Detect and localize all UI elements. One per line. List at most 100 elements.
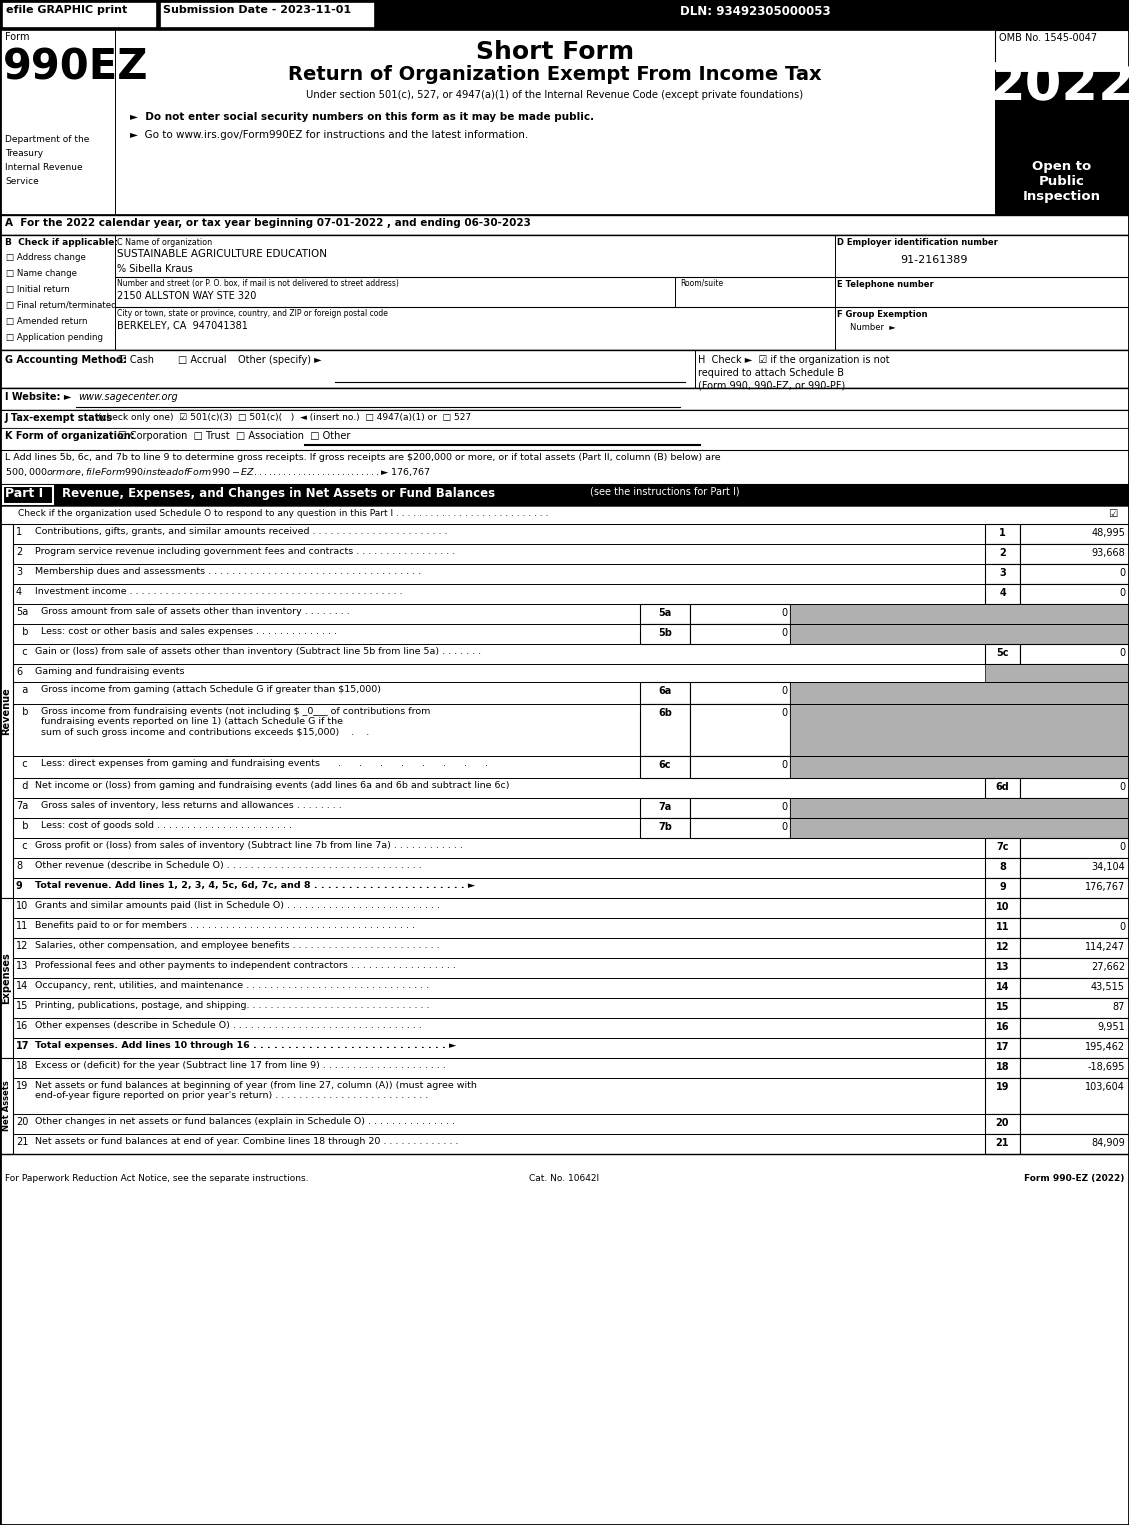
Bar — [790, 624, 1129, 644]
Bar — [640, 682, 690, 705]
Bar — [984, 958, 1019, 978]
Text: Department of the: Department of the — [5, 136, 89, 143]
Text: H  Check ►  ☑ if the organization is not: H Check ► ☑ if the organization is not — [698, 355, 890, 364]
Bar — [640, 624, 690, 644]
Text: Gain or (loss) from sale of assets other than inventory (Subtract line 5b from l: Gain or (loss) from sale of assets other… — [35, 647, 481, 656]
Text: □ Address change: □ Address change — [6, 253, 86, 262]
Bar — [1019, 778, 1129, 798]
Text: Less: cost of goods sold . . . . . . . . . . . . . . . . . . . . . . .: Less: cost of goods sold . . . . . . . .… — [41, 820, 292, 830]
Bar — [1019, 544, 1129, 564]
Text: Benefits paid to or for members . . . . . . . . . . . . . . . . . . . . . . . . : Benefits paid to or for members . . . . … — [35, 921, 415, 930]
Bar — [1019, 525, 1129, 544]
Text: 6d: 6d — [996, 782, 1009, 791]
Text: □ Name change: □ Name change — [6, 268, 77, 278]
Bar — [984, 778, 1019, 798]
Bar — [984, 1019, 1019, 1039]
Text: 4: 4 — [16, 587, 23, 596]
Text: Gross sales of inventory, less returns and allowances . . . . . . . .: Gross sales of inventory, less returns a… — [41, 801, 342, 810]
Text: 0: 0 — [1119, 782, 1124, 791]
Text: 2022: 2022 — [989, 59, 1129, 111]
Text: Internal Revenue: Internal Revenue — [5, 163, 82, 172]
Text: 17: 17 — [996, 1042, 1009, 1052]
Bar — [1019, 978, 1129, 997]
Text: 3: 3 — [999, 567, 1006, 578]
Text: -18,695: -18,695 — [1087, 1061, 1124, 1072]
Text: Treasury: Treasury — [5, 149, 43, 159]
Text: Cat. No. 10642I: Cat. No. 10642I — [530, 1174, 599, 1183]
Text: OMB No. 1545-0047: OMB No. 1545-0047 — [999, 34, 1097, 43]
Text: 7b: 7b — [658, 822, 672, 833]
Bar — [1019, 938, 1129, 958]
Text: 18: 18 — [996, 1061, 1009, 1072]
Text: Submission Date - 2023-11-01: Submission Date - 2023-11-01 — [163, 5, 351, 15]
Text: Contributions, gifts, grants, and similar amounts received . . . . . . . . . . .: Contributions, gifts, grants, and simila… — [35, 528, 447, 535]
Text: A  For the 2022 calendar year, or tax year beginning 07-01-2022 , and ending 06-: A For the 2022 calendar year, or tax yea… — [5, 218, 531, 229]
Bar — [1019, 839, 1129, 859]
Text: 0: 0 — [781, 822, 787, 833]
Bar — [0, 30, 1129, 215]
Bar — [1019, 1113, 1129, 1135]
Text: G Accounting Method:: G Accounting Method: — [5, 355, 126, 364]
Bar — [1019, 997, 1129, 1019]
Text: b: b — [16, 627, 28, 637]
Text: 7a: 7a — [16, 801, 28, 811]
Text: Other revenue (describe in Schedule O) . . . . . . . . . . . . . . . . . . . . .: Other revenue (describe in Schedule O) .… — [35, 862, 422, 869]
Text: Printing, publications, postage, and shipping. . . . . . . . . . . . . . . . . .: Printing, publications, postage, and shi… — [35, 1000, 429, 1010]
Text: 8: 8 — [16, 862, 23, 871]
Text: c: c — [16, 840, 27, 851]
Bar — [984, 878, 1019, 898]
Text: Return of Organization Exempt From Income Tax: Return of Organization Exempt From Incom… — [288, 66, 822, 84]
Text: 0: 0 — [781, 686, 787, 695]
Text: 20: 20 — [996, 1118, 1009, 1128]
Text: City or town, state or province, country, and ZIP or foreign postal code: City or town, state or province, country… — [117, 310, 388, 319]
Text: Occupancy, rent, utilities, and maintenance . . . . . . . . . . . . . . . . . . : Occupancy, rent, utilities, and maintena… — [35, 981, 429, 990]
Text: Salaries, other compensation, and employee benefits . . . . . . . . . . . . . . : Salaries, other compensation, and employ… — [35, 941, 439, 950]
Bar — [984, 918, 1019, 938]
Text: 27,662: 27,662 — [1091, 962, 1124, 971]
Text: 0: 0 — [1119, 648, 1124, 657]
Bar — [640, 705, 690, 756]
Text: Revenue: Revenue — [1, 688, 11, 735]
Text: b: b — [16, 708, 28, 717]
Bar — [790, 798, 1129, 817]
Text: Less: cost or other basis and sales expenses . . . . . . . . . . . . . .: Less: cost or other basis and sales expe… — [41, 627, 336, 636]
Text: Membership dues and assessments . . . . . . . . . . . . . . . . . . . . . . . . : Membership dues and assessments . . . . … — [35, 567, 421, 576]
Text: Other changes in net assets or fund balances (explain in Schedule O) . . . . . .: Other changes in net assets or fund bala… — [35, 1116, 455, 1125]
Bar — [1019, 564, 1129, 584]
Text: 6b: 6b — [658, 708, 672, 718]
Text: 0: 0 — [781, 628, 787, 637]
Bar — [790, 705, 1129, 756]
Text: Less: direct expenses from gaming and fundraising events      .      .      .   : Less: direct expenses from gaming and fu… — [41, 759, 488, 769]
Bar — [984, 584, 1019, 604]
Text: 93,668: 93,668 — [1092, 547, 1124, 558]
Text: 34,104: 34,104 — [1092, 862, 1124, 872]
Text: 2: 2 — [999, 547, 1006, 558]
Text: Net assets or fund balances at beginning of year (from line 27, column (A)) (mus: Net assets or fund balances at beginning… — [35, 1081, 476, 1101]
Bar — [1019, 1078, 1129, 1113]
Text: (see the instructions for Part I): (see the instructions for Part I) — [590, 486, 739, 497]
Bar — [640, 756, 690, 778]
Text: 91-2161389: 91-2161389 — [900, 255, 968, 265]
Bar — [0, 387, 1129, 410]
Text: ☑ Cash: ☑ Cash — [119, 355, 154, 364]
Bar — [690, 798, 790, 817]
Text: 16: 16 — [996, 1022, 1009, 1032]
Text: 0: 0 — [1119, 589, 1124, 598]
Bar — [0, 215, 1129, 235]
Text: $500,000 or more, file Form 990 instead of Form 990-EZ . . . . . . . . . . . . .: $500,000 or more, file Form 990 instead … — [5, 467, 431, 477]
Text: Net Assets: Net Assets — [2, 1081, 11, 1132]
Bar — [0, 235, 1129, 351]
Text: c: c — [16, 647, 27, 657]
Text: 1: 1 — [16, 528, 23, 537]
Text: 1: 1 — [999, 528, 1006, 538]
Text: 19: 19 — [16, 1081, 28, 1090]
Bar — [1019, 644, 1129, 663]
Text: 6: 6 — [16, 666, 23, 677]
Text: 11: 11 — [996, 923, 1009, 932]
Text: 0: 0 — [1119, 923, 1124, 932]
Text: 2150 ALLSTON WAY STE 320: 2150 ALLSTON WAY STE 320 — [117, 291, 256, 300]
Bar — [1019, 1019, 1129, 1039]
Text: □ Amended return: □ Amended return — [6, 317, 88, 326]
Text: E Telephone number: E Telephone number — [837, 281, 934, 290]
Text: 10: 10 — [996, 901, 1009, 912]
